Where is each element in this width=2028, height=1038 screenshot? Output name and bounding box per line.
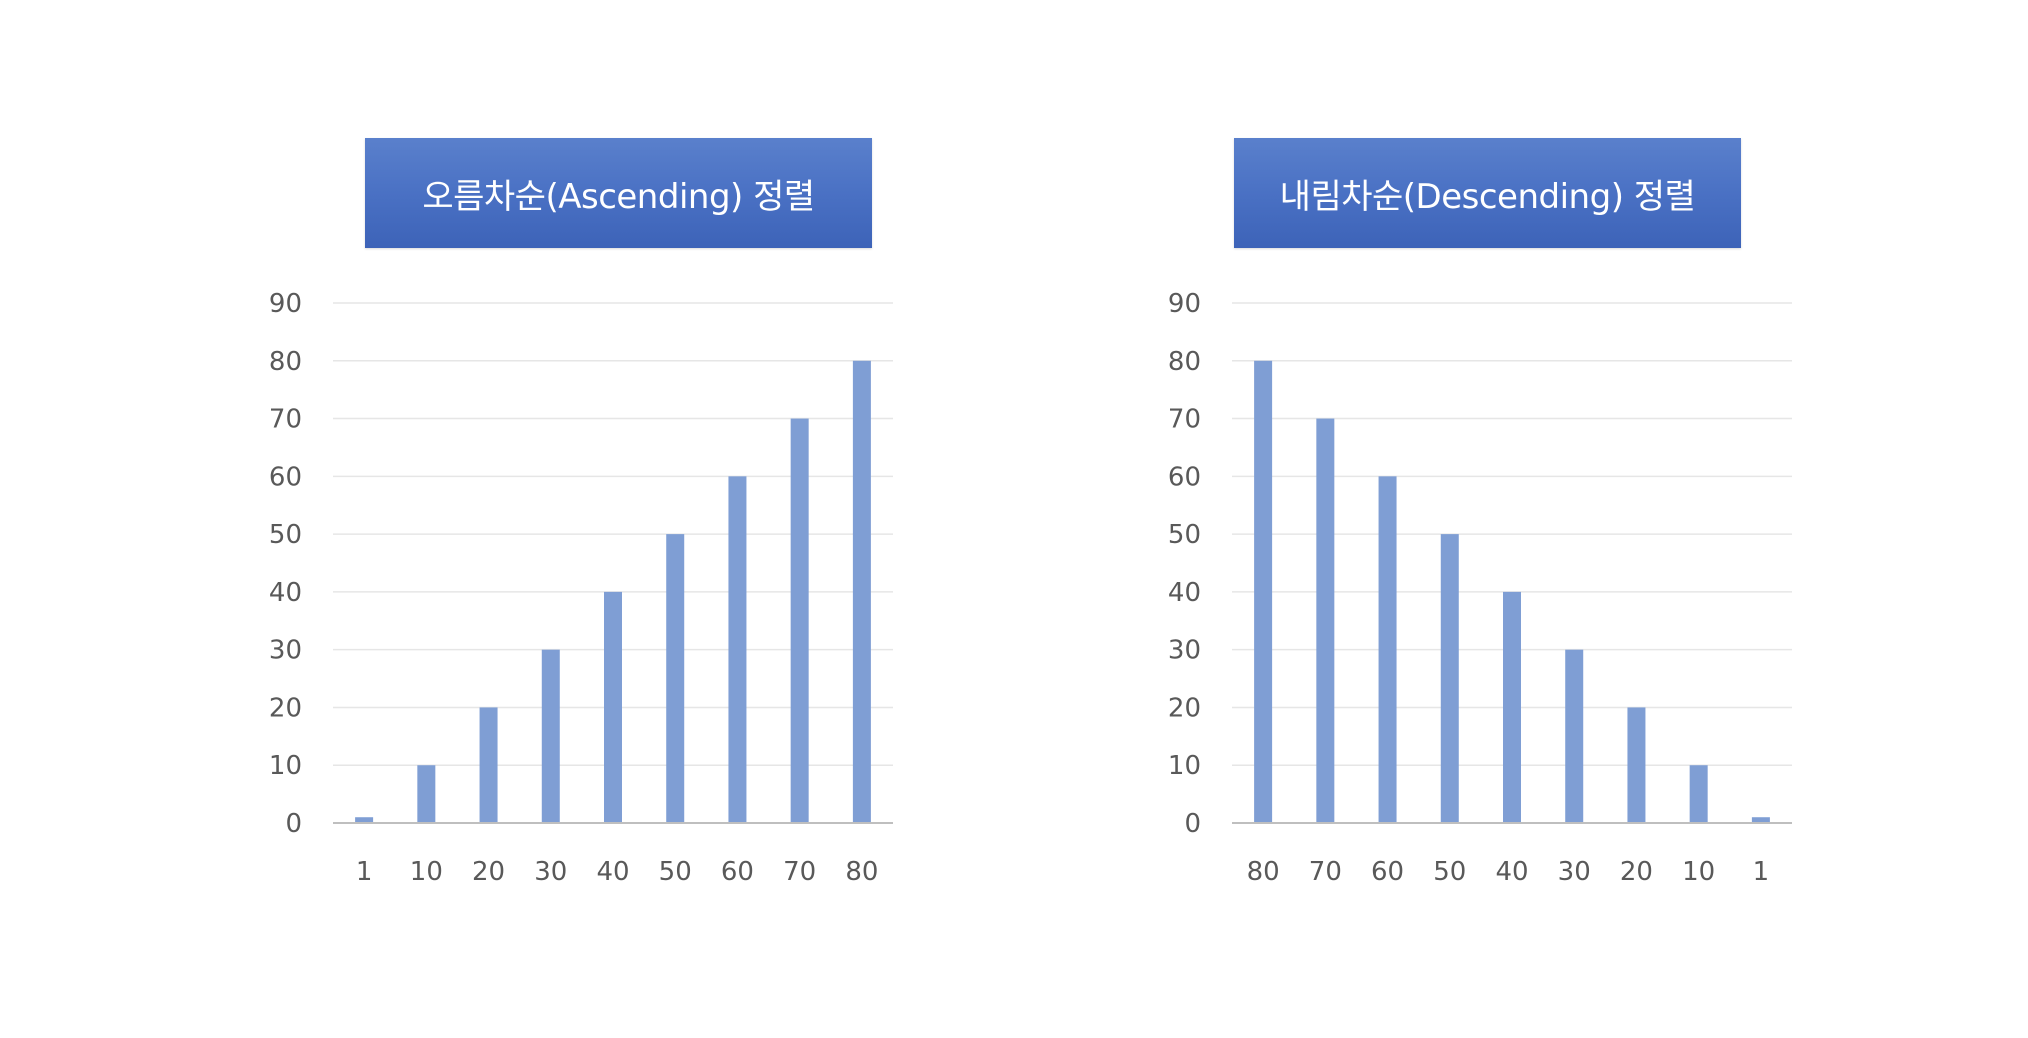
desc-y-tick-label: 40 <box>1168 578 1201 608</box>
asc-y-tick-label: 50 <box>269 520 302 550</box>
desc-x-tick-label: 80 <box>1247 857 1280 887</box>
asc-x-tick-label: 10 <box>410 857 443 887</box>
asc-x-tick-label: 80 <box>845 857 878 887</box>
desc-bar <box>1440 534 1459 823</box>
desc-bar <box>1254 360 1273 823</box>
asc-y-tick-label: 80 <box>269 347 302 377</box>
asc-x-tick-label: 70 <box>783 857 816 887</box>
desc-bar <box>1316 418 1335 823</box>
desc-y-tick-label: 30 <box>1168 636 1201 666</box>
asc-x-tick-label: 40 <box>596 857 629 887</box>
asc-y-tick-label: 70 <box>269 405 302 435</box>
asc-y-tick-label: 40 <box>269 578 302 608</box>
desc-bar <box>1627 707 1646 823</box>
desc-bar <box>1565 649 1584 823</box>
desc-bar <box>1378 476 1397 823</box>
asc-x-tick-label: 20 <box>472 857 505 887</box>
asc-bar <box>666 534 685 823</box>
desc-y-tick-label: 70 <box>1168 405 1201 435</box>
desc-x-tick-label: 50 <box>1433 857 1466 887</box>
asc-bar <box>417 765 436 823</box>
asc-bar <box>479 707 498 823</box>
asc-bar <box>541 649 560 823</box>
asc-x-tick-label: 50 <box>659 857 692 887</box>
desc-y-tick-label: 10 <box>1168 751 1201 781</box>
asc-y-tick-label: 60 <box>269 462 302 492</box>
desc-bar <box>1689 765 1708 823</box>
desc-x-tick-label: 10 <box>1682 857 1715 887</box>
asc-x-tick-label: 1 <box>356 857 373 887</box>
desc-bar <box>1751 817 1770 823</box>
asc-bar <box>355 817 374 823</box>
asc-x-tick-label: 30 <box>534 857 567 887</box>
descending-chart-title: 내림차순(Descending) 정렬 <box>1234 138 1741 248</box>
ascending-bar-chart: 0 10 20 30 40 50 60 70 80 90 1 10 20 30 40 50 60 70 80 <box>269 289 893 887</box>
asc-y-tick-label: 90 <box>269 289 302 319</box>
asc-y-tick-label: 30 <box>269 636 302 666</box>
desc-y-tick-label: 90 <box>1168 289 1201 319</box>
desc-y-tick-label: 80 <box>1168 347 1201 377</box>
desc-y-tick-label: 60 <box>1168 462 1201 492</box>
desc-x-tick-label: 60 <box>1371 857 1404 887</box>
asc-bar <box>728 476 747 823</box>
desc-y-tick-label: 20 <box>1168 693 1201 723</box>
asc-y-tick-label: 10 <box>269 751 302 781</box>
asc-y-tick-label: 0 <box>285 809 302 839</box>
ascending-chart-title: 오름차순(Ascending) 정렬 <box>365 138 872 248</box>
descending-bar-chart: 0 10 20 30 40 50 60 70 80 90 80 70 60 50 40 30 20 10 1 <box>1168 289 1792 887</box>
desc-x-tick-label: 40 <box>1495 857 1528 887</box>
desc-y-tick-label: 0 <box>1184 809 1201 839</box>
desc-bar <box>1503 591 1521 823</box>
desc-x-tick-label: 1 <box>1753 857 1770 887</box>
asc-x-tick-label: 60 <box>721 857 754 887</box>
desc-x-tick-label: 70 <box>1309 857 1342 887</box>
desc-y-tick-label: 50 <box>1168 520 1201 550</box>
asc-bar <box>790 418 809 823</box>
desc-x-tick-label: 20 <box>1620 857 1653 887</box>
desc-x-tick-label: 30 <box>1558 857 1591 887</box>
asc-bar <box>604 591 622 823</box>
asc-y-tick-label: 20 <box>269 693 302 723</box>
asc-bar <box>852 360 871 823</box>
